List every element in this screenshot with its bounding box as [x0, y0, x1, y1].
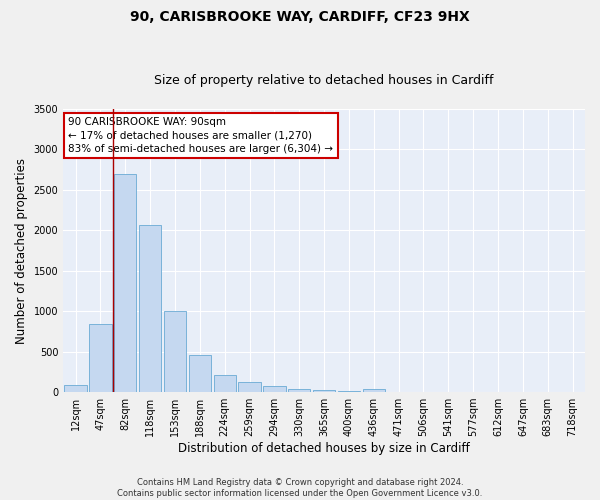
- Bar: [214, 375, 236, 392]
- Bar: [288, 389, 310, 392]
- Text: 90 CARISBROOKE WAY: 90sqm
← 17% of detached houses are smaller (1,270)
83% of se: 90 CARISBROOKE WAY: 90sqm ← 17% of detac…: [68, 118, 334, 154]
- Text: 90, CARISBROOKE WAY, CARDIFF, CF23 9HX: 90, CARISBROOKE WAY, CARDIFF, CF23 9HX: [130, 10, 470, 24]
- Text: Contains HM Land Registry data © Crown copyright and database right 2024.
Contai: Contains HM Land Registry data © Crown c…: [118, 478, 482, 498]
- Bar: [64, 385, 87, 392]
- Bar: [362, 389, 385, 392]
- Bar: [238, 382, 261, 392]
- Bar: [313, 390, 335, 392]
- Bar: [263, 386, 286, 392]
- Bar: [89, 324, 112, 392]
- Y-axis label: Number of detached properties: Number of detached properties: [15, 158, 28, 344]
- Title: Size of property relative to detached houses in Cardiff: Size of property relative to detached ho…: [154, 74, 494, 87]
- Bar: [139, 226, 161, 392]
- Bar: [114, 174, 136, 392]
- Bar: [164, 311, 186, 392]
- Bar: [188, 355, 211, 392]
- X-axis label: Distribution of detached houses by size in Cardiff: Distribution of detached houses by size …: [178, 442, 470, 455]
